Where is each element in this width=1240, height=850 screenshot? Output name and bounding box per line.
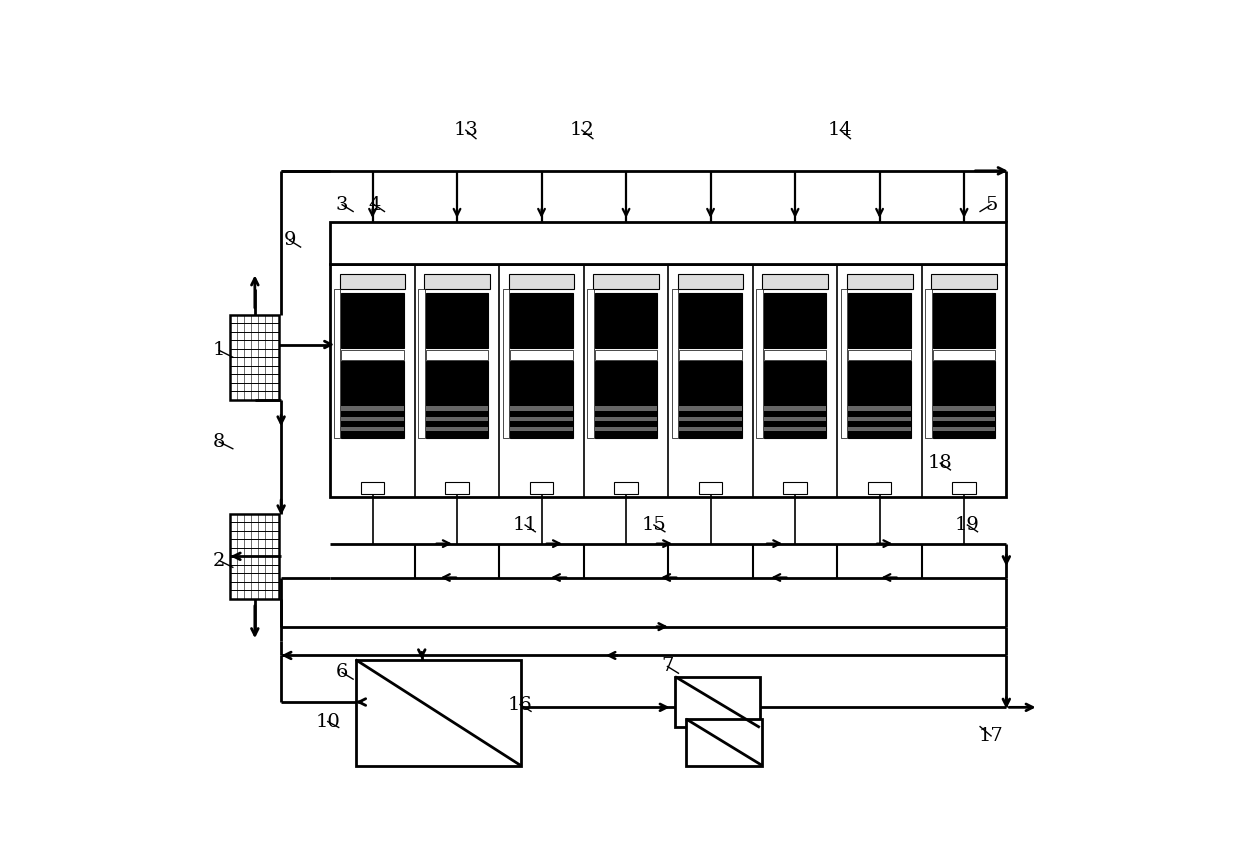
Bar bbox=[341, 361, 404, 438]
Bar bbox=[763, 275, 828, 290]
Bar bbox=[511, 406, 573, 411]
Bar bbox=[511, 416, 573, 421]
Bar bbox=[425, 406, 489, 411]
Text: 8: 8 bbox=[213, 433, 226, 451]
Bar bbox=[341, 349, 404, 360]
Bar bbox=[764, 416, 826, 421]
Bar bbox=[680, 349, 742, 360]
Text: 6: 6 bbox=[336, 663, 348, 682]
Bar bbox=[932, 361, 996, 438]
Bar bbox=[334, 290, 341, 438]
Bar bbox=[680, 293, 742, 348]
Bar bbox=[231, 314, 279, 400]
Bar bbox=[340, 275, 405, 290]
Bar bbox=[502, 290, 510, 438]
Bar bbox=[341, 406, 404, 411]
Bar bbox=[511, 349, 573, 360]
Bar bbox=[932, 406, 996, 411]
Bar bbox=[848, 406, 911, 411]
Bar bbox=[511, 361, 573, 438]
Bar bbox=[330, 264, 1007, 497]
Text: 13: 13 bbox=[454, 122, 479, 139]
Bar bbox=[675, 677, 760, 728]
Bar bbox=[595, 349, 657, 360]
Bar bbox=[424, 275, 490, 290]
Bar bbox=[511, 293, 573, 348]
Text: 19: 19 bbox=[955, 516, 980, 534]
Text: 12: 12 bbox=[569, 122, 594, 139]
Text: 16: 16 bbox=[507, 695, 532, 714]
Bar bbox=[848, 416, 911, 421]
Bar bbox=[698, 482, 723, 494]
Text: 7: 7 bbox=[661, 657, 673, 676]
Bar bbox=[848, 349, 911, 360]
Bar bbox=[588, 290, 594, 438]
Bar bbox=[680, 427, 742, 431]
Bar bbox=[680, 406, 742, 411]
Text: 3: 3 bbox=[336, 196, 348, 213]
Bar bbox=[595, 361, 657, 438]
Bar bbox=[848, 293, 911, 348]
Bar bbox=[764, 293, 826, 348]
Bar bbox=[341, 427, 404, 431]
Bar bbox=[680, 361, 742, 438]
Bar bbox=[356, 660, 521, 766]
Bar bbox=[418, 290, 425, 438]
Bar bbox=[425, 427, 489, 431]
Bar bbox=[677, 275, 744, 290]
Bar bbox=[932, 427, 996, 431]
Bar bbox=[925, 290, 932, 438]
Text: 1: 1 bbox=[213, 342, 226, 360]
Bar bbox=[231, 514, 279, 598]
Bar bbox=[425, 293, 489, 348]
Bar bbox=[595, 293, 657, 348]
Bar bbox=[764, 349, 826, 360]
Bar bbox=[868, 482, 892, 494]
Bar bbox=[529, 482, 553, 494]
Bar bbox=[341, 416, 404, 421]
Bar bbox=[848, 361, 911, 438]
Bar bbox=[595, 406, 657, 411]
Bar bbox=[848, 427, 911, 431]
Bar bbox=[764, 361, 826, 438]
Text: 18: 18 bbox=[928, 454, 952, 472]
Text: 14: 14 bbox=[828, 122, 853, 139]
Bar bbox=[680, 416, 742, 421]
Bar bbox=[764, 406, 826, 411]
Text: 9: 9 bbox=[283, 231, 296, 249]
Bar bbox=[595, 416, 657, 421]
Bar bbox=[764, 427, 826, 431]
Bar bbox=[593, 275, 658, 290]
Bar bbox=[952, 482, 976, 494]
Bar bbox=[672, 290, 678, 438]
Bar bbox=[841, 290, 847, 438]
Bar bbox=[932, 349, 996, 360]
Bar bbox=[931, 275, 997, 290]
Bar bbox=[932, 293, 996, 348]
Text: 4: 4 bbox=[368, 196, 381, 213]
Bar bbox=[686, 719, 763, 766]
Bar bbox=[932, 416, 996, 421]
Bar bbox=[341, 293, 404, 348]
Text: 10: 10 bbox=[315, 712, 340, 730]
Bar bbox=[330, 222, 1007, 264]
Text: 11: 11 bbox=[512, 516, 537, 534]
Bar bbox=[425, 361, 489, 438]
Bar bbox=[508, 275, 574, 290]
Bar bbox=[614, 482, 637, 494]
Bar bbox=[425, 349, 489, 360]
Text: 17: 17 bbox=[978, 727, 1003, 745]
Bar bbox=[847, 275, 913, 290]
Text: 15: 15 bbox=[641, 516, 666, 534]
Bar bbox=[756, 290, 763, 438]
Bar bbox=[361, 482, 384, 494]
Bar bbox=[511, 427, 573, 431]
Text: 2: 2 bbox=[213, 552, 226, 570]
Bar bbox=[445, 482, 469, 494]
Bar bbox=[784, 482, 807, 494]
Bar bbox=[595, 427, 657, 431]
Text: 5: 5 bbox=[985, 196, 997, 213]
Bar bbox=[425, 416, 489, 421]
